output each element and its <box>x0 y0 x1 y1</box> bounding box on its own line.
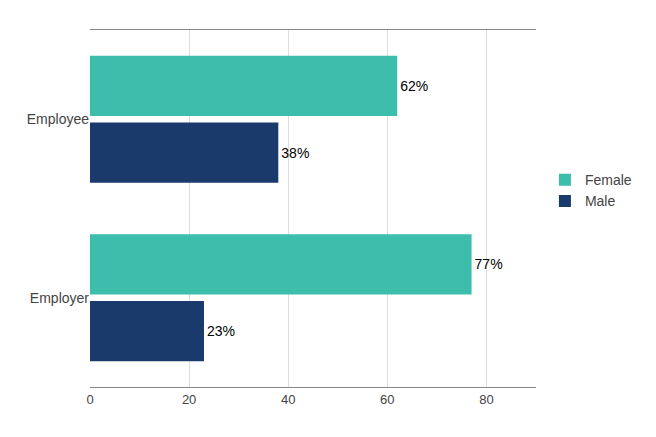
svg-text:Female: Female <box>585 172 632 188</box>
svg-text:77%: 77% <box>475 256 503 272</box>
svg-text:Employer: Employer <box>30 290 89 306</box>
svg-text:40: 40 <box>281 392 295 407</box>
svg-text:20: 20 <box>182 392 196 407</box>
svg-text:62%: 62% <box>400 78 428 94</box>
svg-text:Male: Male <box>585 193 616 209</box>
svg-text:60: 60 <box>380 392 394 407</box>
svg-text:38%: 38% <box>281 145 309 161</box>
svg-text:Employee: Employee <box>27 111 89 127</box>
svg-text:23%: 23% <box>207 323 235 339</box>
svg-text:80: 80 <box>479 392 493 407</box>
svg-text:0: 0 <box>86 392 93 407</box>
